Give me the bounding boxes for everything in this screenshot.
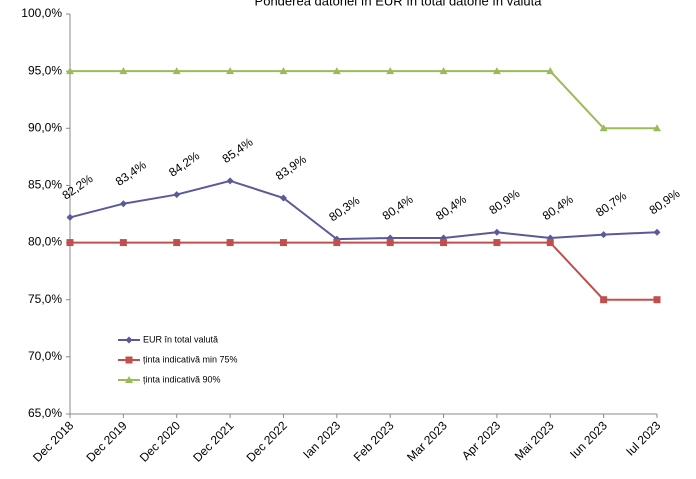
point	[386, 67, 395, 75]
point	[653, 228, 661, 236]
x-tick-label: Dec 2021	[190, 418, 236, 464]
point	[172, 67, 181, 75]
data-label: 84,2%	[166, 148, 202, 179]
point	[66, 213, 74, 221]
x-tick-label: Dec 2020	[137, 418, 183, 464]
point	[493, 239, 501, 247]
chart-title: Ponderea datoriei în EUR în total datori…	[255, 0, 543, 8]
x-tick-label: Ian 2023	[300, 418, 343, 461]
point	[66, 239, 74, 247]
point	[493, 228, 501, 236]
data-label: 83,4%	[113, 158, 149, 189]
point	[226, 177, 234, 185]
data-label: 83,9%	[273, 152, 309, 183]
point	[119, 200, 127, 208]
point	[173, 239, 181, 247]
x-tick-label: Iun 2023	[567, 418, 610, 461]
data-label: 80,7%	[593, 188, 629, 219]
y-tick-label: 75,0%	[28, 292, 62, 306]
point	[226, 239, 234, 247]
x-tick-label: Dec 2019	[84, 418, 130, 464]
y-tick-label: 100,0%	[21, 6, 62, 20]
point	[440, 239, 448, 247]
point	[546, 239, 554, 247]
y-tick-label: 85,0%	[28, 178, 62, 192]
x-tick-label: Dec 2022	[244, 418, 290, 464]
data-label: 82,2%	[60, 171, 96, 202]
point	[125, 336, 133, 344]
point	[125, 376, 133, 383]
y-tick-label: 70,0%	[28, 349, 62, 363]
point	[600, 231, 608, 239]
point	[119, 67, 128, 75]
point	[66, 67, 74, 75]
x-tick-label: Mai 2023	[512, 418, 557, 463]
point	[332, 67, 341, 75]
data-label: 80,3%	[326, 193, 362, 224]
point	[125, 356, 133, 364]
series-line	[70, 241, 657, 301]
data-label: 80,4%	[540, 192, 576, 223]
x-tick-label: Apr 2023	[459, 418, 504, 463]
data-label: 80,4%	[433, 192, 469, 223]
y-tick-label: 95,0%	[28, 63, 62, 77]
point	[279, 239, 287, 247]
point	[439, 67, 448, 75]
point	[279, 194, 287, 202]
x-tick-label: Feb 2023	[351, 418, 397, 464]
point	[546, 67, 555, 75]
point	[492, 67, 501, 75]
x-tick-label: Iul 2023	[623, 418, 663, 458]
point	[173, 191, 181, 199]
point	[333, 239, 341, 247]
data-label: 85,4%	[220, 135, 256, 166]
y-tick-label: 80,0%	[28, 235, 62, 249]
series-line	[69, 179, 658, 241]
x-tick-label: Mar 2023	[404, 418, 450, 464]
point	[119, 239, 127, 247]
point	[599, 124, 608, 132]
x-tick-label: Dec 2018	[30, 418, 76, 464]
point	[600, 296, 608, 304]
point	[226, 67, 235, 75]
data-label: 80,9%	[647, 186, 683, 217]
y-tick-label: 65,0%	[28, 406, 62, 420]
y-tick-label: 90,0%	[28, 120, 62, 134]
series-line	[70, 70, 657, 130]
legend-label: ținta indicativă 90%	[143, 374, 221, 384]
data-label: 80,9%	[486, 186, 522, 217]
point	[653, 124, 661, 132]
point	[386, 239, 394, 247]
legend-label: ținta indicativă min 75%	[143, 354, 238, 364]
data-label: 80,4%	[380, 192, 416, 223]
point	[279, 67, 288, 75]
point	[653, 296, 661, 304]
legend-label: EUR în total valută	[143, 334, 218, 344]
